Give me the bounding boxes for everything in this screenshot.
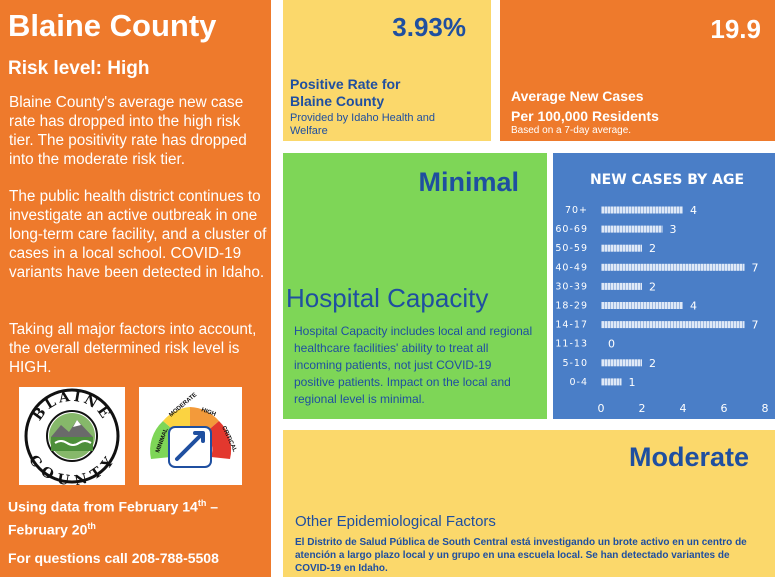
chart-x-tick-label: 0	[598, 402, 605, 415]
risk-level: Risk level: High	[8, 58, 150, 79]
chart-category-label: 0-4	[569, 377, 588, 388]
chart-x-tick-label: 6	[721, 402, 728, 415]
chart-bar	[601, 378, 622, 386]
risk-gauge-icon: MINIMAL MODERATE HIGH CRITICAL	[139, 387, 242, 485]
contact-phone: For questions call 208-788-5508	[8, 550, 219, 566]
summary-paragraph-1: Blaine County's average new case rate ha…	[9, 94, 247, 168]
summary-paragraph-2: The public health district continues to …	[9, 188, 267, 281]
chart-value-label: 2	[649, 357, 656, 370]
blaine-county-seal-icon: BLAINE COUNTY	[19, 387, 125, 490]
chart-category-label: 5-10	[562, 358, 588, 369]
chart-value-label: 7	[752, 261, 759, 274]
chart-bar	[601, 321, 745, 329]
chart-category-label: 50-59	[555, 243, 588, 254]
chart-bar	[601, 263, 745, 271]
chart-value-label: 7	[752, 319, 759, 332]
chart-x-tick-label: 2	[639, 402, 646, 415]
summary-panel: Blaine County Risk level: High Blaine Co…	[0, 0, 271, 577]
chart-value-label: 4	[690, 300, 697, 313]
data-date-range: Using data from February 14th – February…	[8, 498, 219, 538]
chart-category-label: 30-39	[555, 281, 588, 292]
chart-bar	[601, 302, 683, 309]
other-factors-heading: Other Epidemiological Factors	[295, 513, 496, 530]
chart-svg: NEW CASES BY AGE 70+ 4 60-69 3 50-59 2 40-49 7 3…	[555, 172, 769, 415]
chart-category-label: 14-17	[555, 320, 588, 331]
county-title: Blaine County	[8, 8, 217, 43]
chart-x-tick-label: 4	[680, 402, 687, 415]
chart-x-tick-label: 8	[762, 402, 769, 415]
average-cases-value: 19.9	[710, 14, 761, 44]
chart-category-label: 60-69	[555, 224, 588, 235]
average-cases-label: Average New Cases Per 100,000 Residents	[511, 88, 659, 124]
gauge-label-high: HIGH	[200, 407, 216, 418]
chart-category-label: 11-13	[555, 339, 588, 350]
other-factors-description: El Distrito de Salud Pública de South Ce…	[295, 537, 747, 574]
chart-value-label: 2	[649, 280, 656, 293]
chart-category-label: 40-49	[555, 262, 588, 273]
positive-rate-value: 3.93%	[392, 12, 466, 42]
chart-category-label: 70+	[565, 205, 588, 216]
hospital-heading: Hospital Capacity	[286, 283, 489, 313]
chart-category-label: 18-29	[555, 301, 588, 312]
summary-paragraph-3: Taking all major factors into account, t…	[9, 321, 257, 376]
hospital-capacity-card: Minimal Hospital Capacity Hospital Capac…	[283, 153, 547, 419]
cases-by-age-chart: NEW CASES BY AGE 70+ 4 60-69 3 50-59 2 40-49 7 3…	[553, 153, 775, 419]
chart-value-label: 1	[629, 376, 636, 389]
chart-bar	[601, 359, 642, 367]
chart-title: NEW CASES BY AGE	[590, 172, 744, 188]
hospital-description: Hospital Capacity includes local and reg…	[294, 324, 533, 406]
chart-bar	[601, 225, 663, 233]
positive-rate-source: Provided by Idaho Health and Welfare	[290, 112, 435, 137]
average-cases-note: Based on a 7-day average.	[511, 125, 632, 136]
hospital-level: Minimal	[418, 167, 519, 197]
positive-rate-label: Positive Rate for Blaine County	[290, 76, 401, 109]
chart-value-label: 4	[690, 204, 697, 217]
chart-value-label: 3	[670, 223, 677, 236]
chart-bar	[601, 282, 642, 290]
other-factors-card: Moderate Other Epidemiological Factors E…	[283, 430, 775, 577]
positive-rate-card: 3.93% Positive Rate for Blaine County Pr…	[283, 0, 491, 141]
other-factors-level: Moderate	[628, 442, 749, 472]
chart-value-label: 2	[649, 242, 656, 255]
chart-bar	[601, 244, 642, 252]
chart-value-label: 0	[608, 338, 615, 351]
chart-bar	[601, 206, 683, 214]
average-cases-card: 19.9 Average New Cases Per 100,000 Resid…	[500, 0, 775, 141]
